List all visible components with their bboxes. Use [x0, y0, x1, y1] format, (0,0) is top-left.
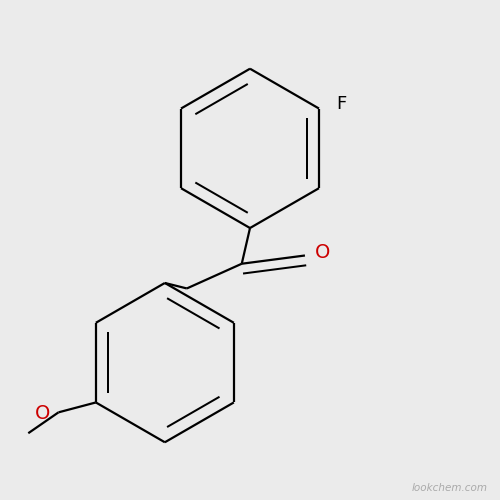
- Text: F: F: [336, 95, 347, 113]
- Text: O: O: [315, 243, 330, 262]
- Text: O: O: [35, 404, 50, 423]
- Text: lookchem.com: lookchem.com: [412, 484, 488, 494]
